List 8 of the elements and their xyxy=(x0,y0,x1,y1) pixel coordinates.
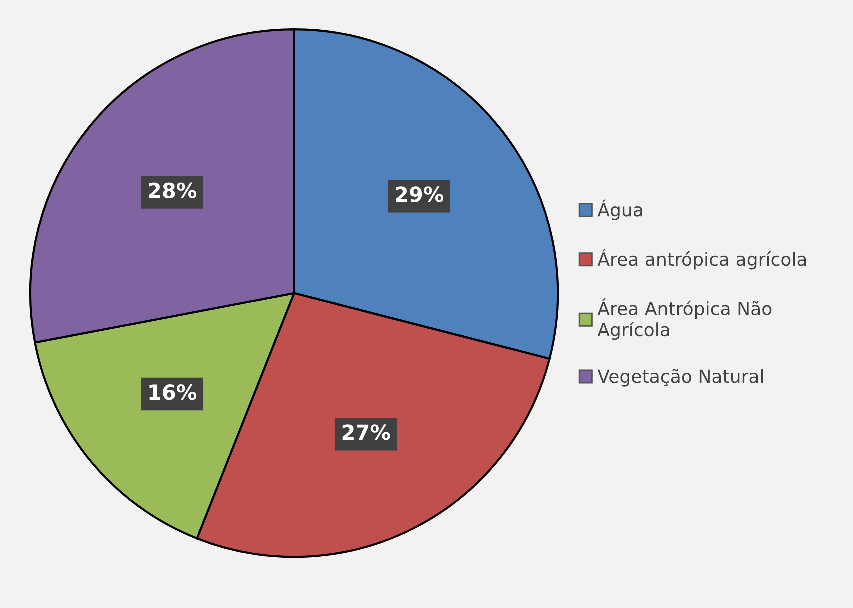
data-label: 28% xyxy=(149,182,197,199)
legend-label: Água xyxy=(598,200,642,220)
data-label: 16% xyxy=(150,384,197,400)
legend-label: Área Antrópica Não Agrícola xyxy=(598,298,772,340)
legend-label: Vegetação Natural xyxy=(598,369,764,387)
legend-label: Área antrópica agrícola xyxy=(598,249,806,270)
data-label: 29% xyxy=(396,186,444,202)
data-label: 27% xyxy=(342,424,390,440)
